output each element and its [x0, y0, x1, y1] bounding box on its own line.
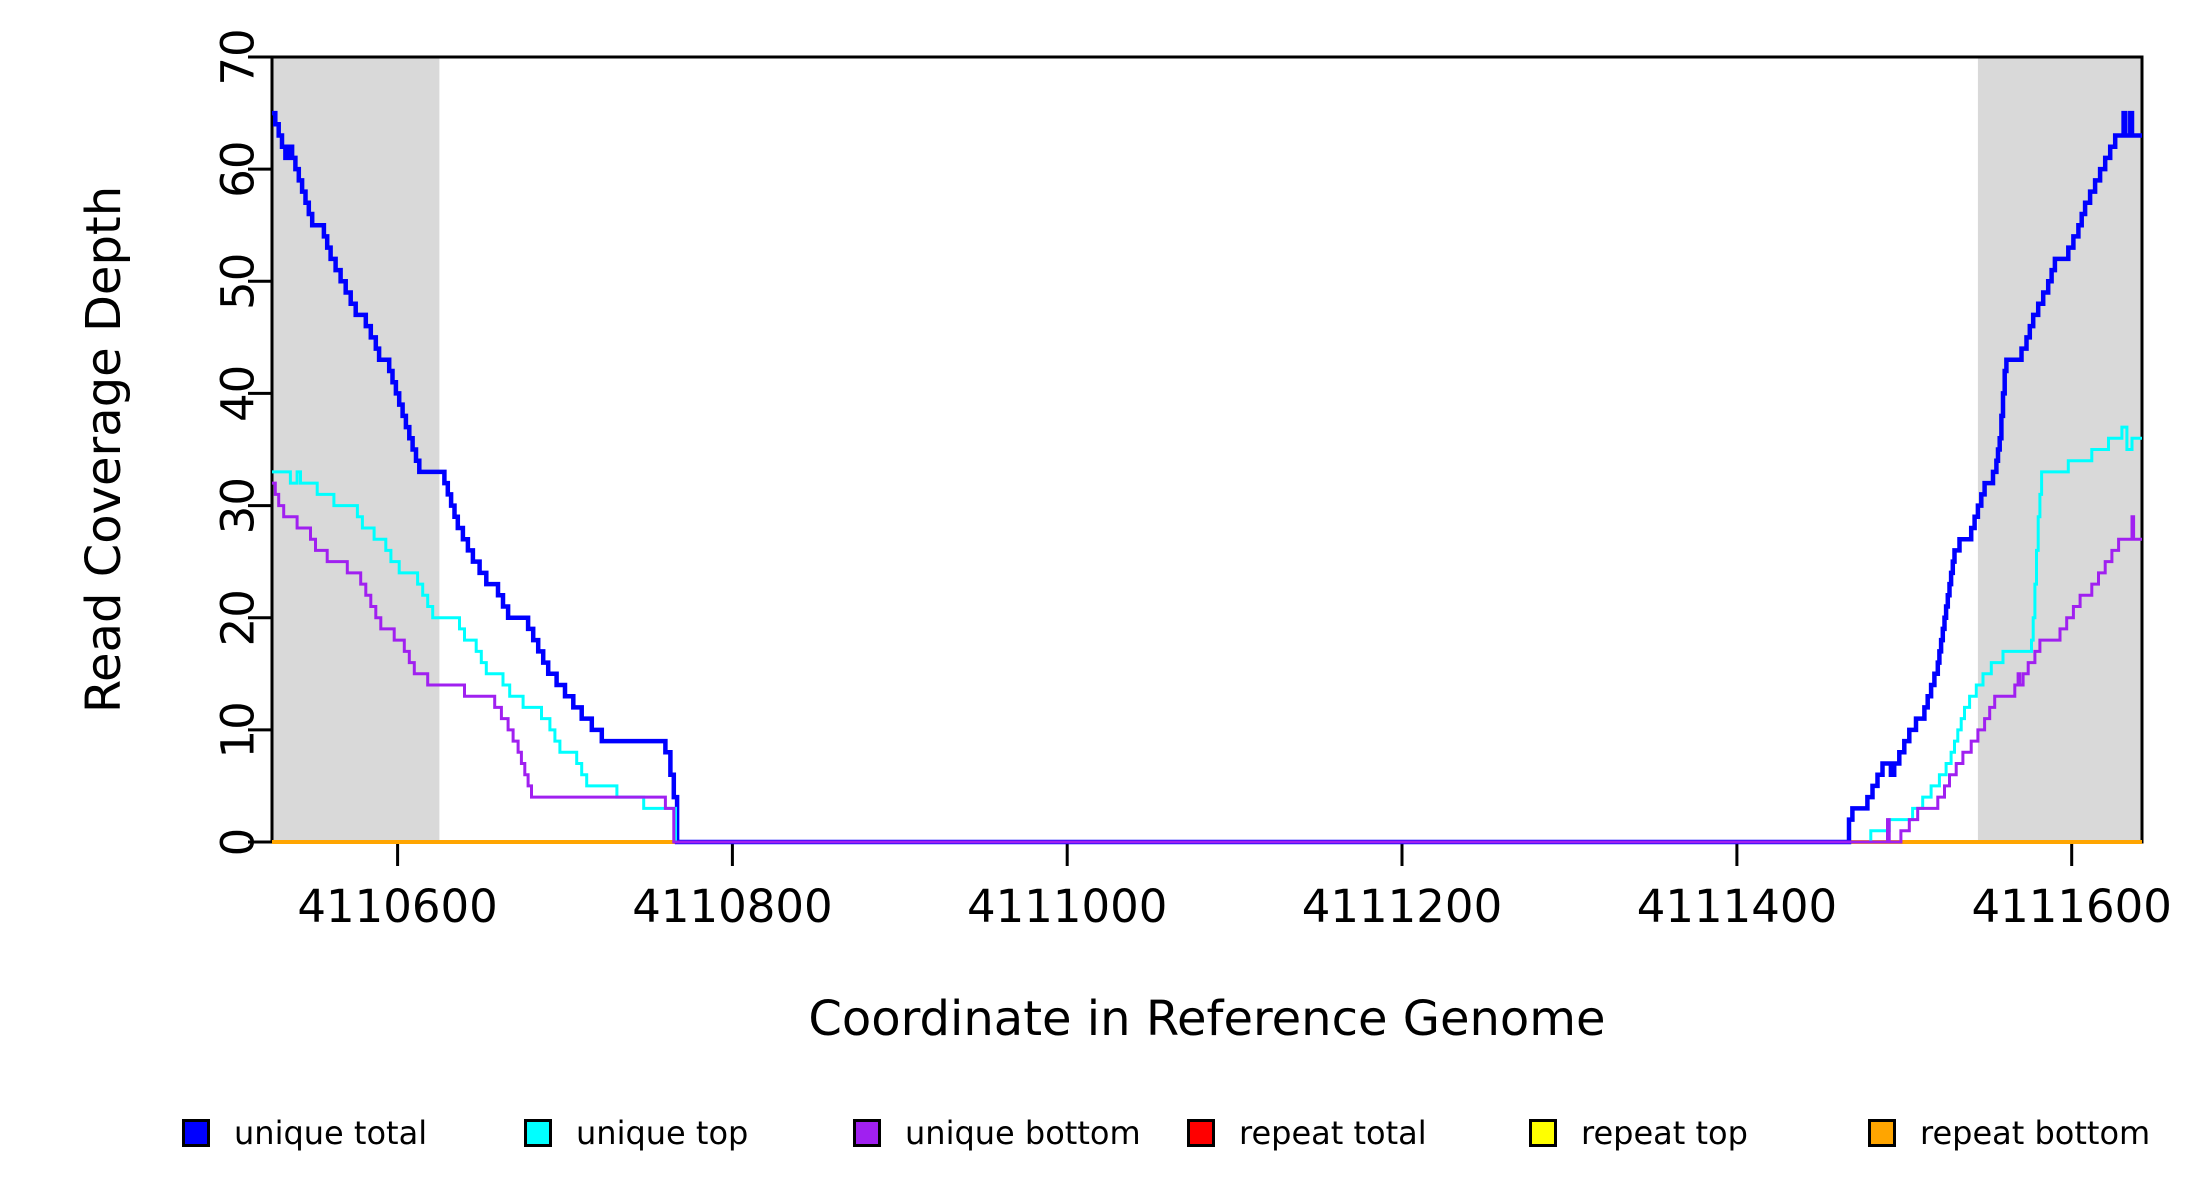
- legend-label-unique-total: unique total: [234, 1114, 428, 1152]
- legend-swatch-repeat-top: [1529, 1119, 1557, 1147]
- legend-label-repeat-bottom: repeat bottom: [1920, 1114, 2151, 1152]
- y-axis-tick-label: 0: [212, 828, 265, 857]
- legend-item-repeat-total: repeat total: [1187, 1116, 1427, 1150]
- x-axis-tick-label: 4111200: [1302, 880, 1502, 933]
- x-axis-tick-label: 4111600: [1971, 880, 2171, 933]
- legend-swatch-repeat-bottom: [1868, 1119, 1896, 1147]
- x-axis-tick-label: 4110600: [297, 880, 497, 933]
- legend-item-unique-bottom: unique bottom: [853, 1116, 1141, 1150]
- plot-border: [270, 55, 2144, 844]
- x-axis-tick-label: 4110800: [632, 880, 832, 933]
- x-axis-tick-label: 4111000: [967, 880, 1167, 933]
- y-axis-tick-label: 70: [212, 28, 265, 85]
- legend-label-unique-bottom: unique bottom: [905, 1114, 1141, 1152]
- y-axis-title: Read Coverage Depth: [76, 186, 132, 713]
- y-axis-tick-label: 20: [212, 589, 265, 646]
- legend-swatch-unique-bottom: [853, 1119, 881, 1147]
- series-line-unique-bottom: [272, 481, 2142, 844]
- y-axis-tick-label: 50: [212, 253, 265, 310]
- legend-swatch-unique-total: [182, 1119, 210, 1147]
- legend-item-repeat-bottom: repeat bottom: [1868, 1116, 2150, 1150]
- y-axis-tick-label: 10: [212, 701, 265, 758]
- legend-item-repeat-top: repeat top: [1529, 1116, 1748, 1150]
- x-axis-title: Coordinate in Reference Genome: [808, 991, 1605, 1047]
- legend-item-unique-total: unique total: [182, 1116, 427, 1150]
- x-axis-tick-label: 4111400: [1637, 880, 1837, 933]
- legend-label-repeat-total: repeat total: [1239, 1114, 1427, 1152]
- y-axis-tick-label: 60: [212, 140, 265, 197]
- legend-item-unique-top: unique top: [524, 1116, 748, 1150]
- legend-swatch-repeat-total: [1187, 1119, 1215, 1147]
- legend-label-unique-top: unique top: [576, 1114, 749, 1152]
- y-axis-tick-label: 40: [212, 365, 265, 422]
- legend: unique total unique top unique bottom re…: [0, 1116, 2200, 1164]
- shaded-region: [1977, 57, 2142, 842]
- legend-swatch-unique-top: [524, 1119, 552, 1147]
- y-axis-tick-label: 30: [212, 477, 265, 534]
- series-line-unique-top: [272, 425, 2142, 844]
- series-line-unique-total: [272, 110, 2142, 845]
- legend-label-repeat-top: repeat top: [1581, 1114, 1748, 1152]
